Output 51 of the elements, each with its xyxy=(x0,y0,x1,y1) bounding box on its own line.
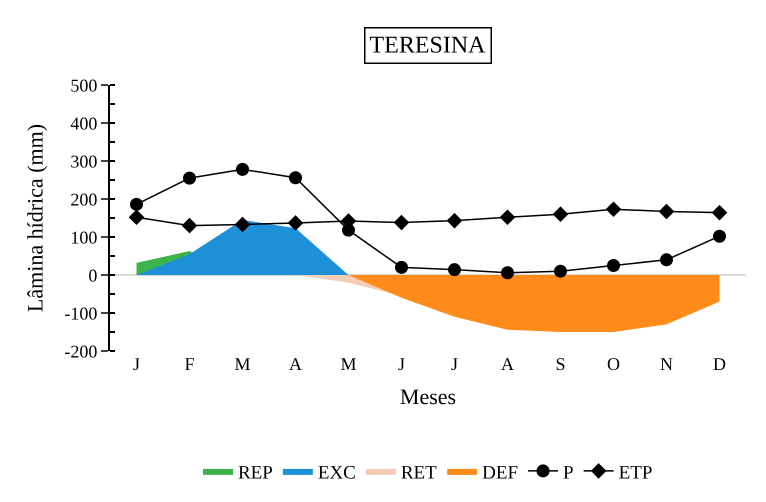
point xyxy=(236,162,249,176)
point xyxy=(606,201,622,218)
x-tick-label: A xyxy=(289,354,302,374)
point xyxy=(288,215,304,231)
x-tick-label: S xyxy=(555,354,566,374)
x-tick-label: O xyxy=(607,354,620,374)
x-tick-label: N xyxy=(660,354,673,374)
legend-label: P xyxy=(563,462,574,484)
legend-label: DEF xyxy=(482,462,518,484)
point xyxy=(552,206,568,222)
point xyxy=(130,198,143,211)
legend-label: REP xyxy=(238,462,273,484)
point xyxy=(658,204,674,220)
y-tick-label: 200 xyxy=(70,189,98,210)
point xyxy=(394,214,410,230)
point xyxy=(554,264,567,278)
y-tick-label: -100 xyxy=(64,303,98,324)
legend-label: RET xyxy=(400,462,438,484)
point xyxy=(660,253,673,266)
y-tick-label: -200 xyxy=(64,341,98,362)
chart-title: TERESINA xyxy=(370,32,486,58)
point xyxy=(289,171,302,184)
point xyxy=(448,263,461,276)
x-tick-label: J xyxy=(450,354,458,374)
point xyxy=(500,209,516,226)
y-tick-label: 400 xyxy=(70,113,98,134)
point xyxy=(182,218,198,234)
point xyxy=(395,260,408,274)
point xyxy=(501,266,514,280)
y-tick-label: 0 xyxy=(88,265,98,286)
y-tick-label: 100 xyxy=(70,227,98,248)
x-tick-label: J xyxy=(398,354,406,374)
x-tick-label: D xyxy=(713,354,726,374)
point xyxy=(234,216,250,232)
point xyxy=(712,204,728,220)
x-tick-label: M xyxy=(234,354,251,374)
x-axis-title: Meses xyxy=(400,384,456,409)
point xyxy=(183,172,196,185)
x-tick-label: J xyxy=(132,354,140,374)
legend-label: ETP xyxy=(618,462,652,484)
point xyxy=(128,209,144,226)
x-tick-label: M xyxy=(340,354,357,374)
y-tick-label: 500 xyxy=(70,75,98,96)
y-axis-title: Lâmina hídrica (mm) xyxy=(22,124,48,312)
point xyxy=(607,259,620,272)
point xyxy=(713,230,726,243)
point xyxy=(446,212,462,228)
legend-label: EXC xyxy=(318,462,356,484)
y-tick-label: 300 xyxy=(70,151,98,172)
x-tick-label: F xyxy=(184,354,195,374)
x-tick-label: A xyxy=(501,354,514,374)
